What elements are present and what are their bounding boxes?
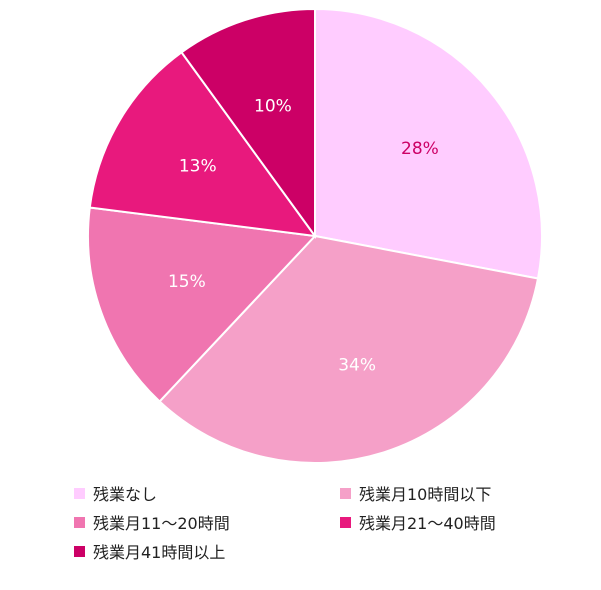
pie-slice-11-20h bbox=[87, 206, 318, 403]
data-label-21-40h: 13% bbox=[179, 157, 217, 177]
pie-slices bbox=[87, 7, 543, 464]
pie-slice-41h-or-more bbox=[180, 7, 316, 240]
data-label-10h-or-less: 34% bbox=[338, 356, 376, 376]
data-label-11-20h: 15% bbox=[168, 272, 206, 292]
pie-slice-21-40h bbox=[88, 50, 318, 238]
pie-slice-no-overtime bbox=[314, 7, 543, 280]
data-label-no-overtime: 28% bbox=[401, 139, 439, 159]
pie-data-labels: 28% 34% 15% 13% 10% bbox=[168, 96, 439, 375]
data-label-41h-or-more: 10% bbox=[254, 96, 292, 116]
pie-slice-10h-or-less bbox=[158, 234, 540, 464]
